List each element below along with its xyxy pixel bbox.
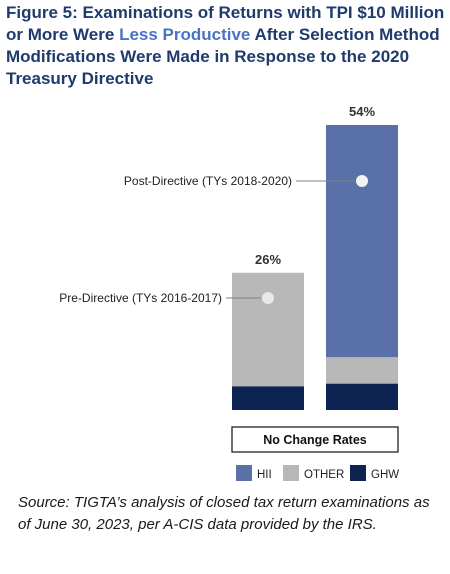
- legend-swatch-hii: [236, 465, 252, 481]
- marker-dot: [356, 175, 368, 187]
- subtitle-box: [231, 426, 399, 453]
- bar-segment-other: [232, 272, 304, 387]
- bar-segment-ghw: [232, 386, 304, 410]
- bar-segment-other: [326, 357, 398, 384]
- legend-label-hii: HII: [257, 469, 272, 481]
- legend-label-other: OTHER: [304, 469, 344, 481]
- marker-dot: [262, 292, 274, 304]
- bar-segment-ghw: [326, 383, 398, 410]
- stacked-bar-chart: 26% Pre-Directive (TYs 2016-2017) 54% Post-…: [59, 104, 399, 481]
- title-text-end: After Selection Method Modifications Wer…: [6, 25, 440, 88]
- legend-label-ghw: GHW: [371, 469, 399, 481]
- figure-title: Figure 5: Examinations of Returns with T…: [6, 2, 446, 90]
- legend-swatch-ghw: [350, 465, 366, 481]
- source-note: Source: TIGTA’s analysis of closed tax r…: [18, 494, 430, 533]
- category-label: Post-Directive (TYs 2018-2020): [124, 174, 292, 188]
- bar-total-label: 54%: [349, 104, 375, 119]
- category-label: Pre-Directive (TYs 2016-2017): [59, 291, 222, 305]
- title-highlight: Less Productive: [119, 25, 251, 44]
- title-text: Figure 5: Examinations of Returns with T…: [6, 3, 445, 44]
- legend-swatch-other: [283, 465, 299, 481]
- bar-segment-hii: [326, 125, 398, 358]
- chart-subtitle: No Change Rates: [263, 433, 367, 447]
- bar-total-label: 26%: [255, 252, 281, 267]
